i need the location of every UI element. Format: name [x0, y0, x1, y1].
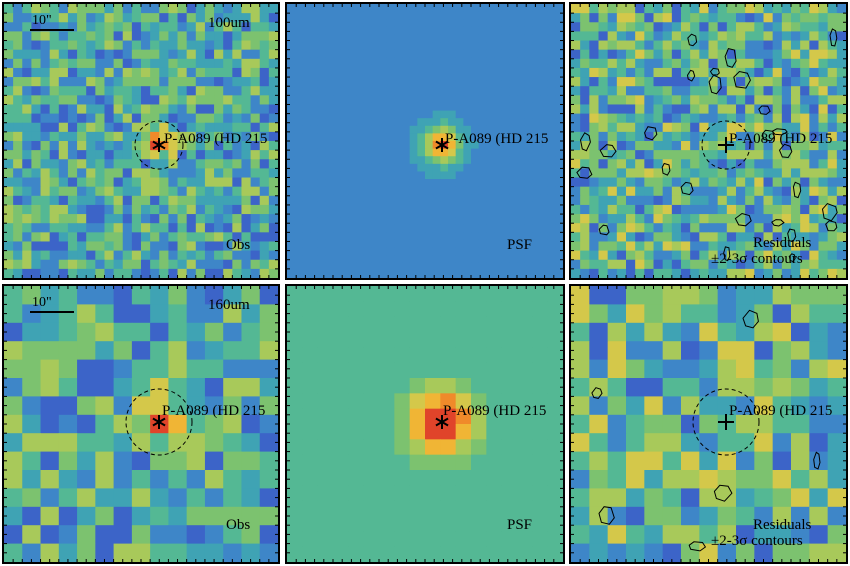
overlay [571, 286, 846, 562]
psf-label: PSF [507, 237, 533, 253]
residual-contour [687, 33, 698, 47]
residual-contour [644, 126, 658, 141]
scale-bar-label: 10" [32, 295, 52, 310]
residual-contour [599, 144, 617, 158]
residual-contour [576, 166, 593, 179]
residual-contour [661, 162, 671, 176]
residual-contour [788, 253, 796, 263]
residual-contour [813, 451, 821, 470]
contours-label: ±2-3σ contours [711, 251, 803, 267]
contours-label: ±2-3σ contours [711, 533, 803, 549]
source-label: P-A089 (HD 215 [162, 403, 266, 419]
residual-contour [733, 70, 751, 89]
psf-label: PSF [507, 517, 533, 533]
source-label: P-A089 (HD 215 [445, 131, 549, 147]
source-marker [152, 140, 166, 150]
wavelength-label: 160um [208, 297, 250, 313]
residuals-label: Residuals [753, 517, 812, 533]
overlay [287, 286, 563, 562]
residual-contour [598, 224, 610, 236]
scale-bar-label: 10" [32, 13, 52, 28]
panel-residuals-100um: P-A089 (HD 215 Residuals ±2-3σ contours [569, 2, 848, 280]
residual-contour [723, 246, 731, 262]
obs-label: Obs [226, 517, 251, 533]
residual-contour [829, 28, 838, 47]
residual-map [571, 4, 846, 278]
residual-contour [708, 74, 722, 95]
source-label: P-A089 (HD 215 [164, 131, 268, 147]
residual-contour [713, 484, 733, 502]
residual-contour [821, 203, 838, 222]
panel-obs-100um: 10" 100um P-A089 (HD 215 Obs [2, 2, 280, 280]
psf-map [287, 4, 563, 278]
aperture-circle [701, 120, 751, 170]
pixel-map [4, 4, 278, 278]
pixel-map [4, 286, 278, 562]
panel-residuals-160um: P-A089 (HD 215 Residuals ±2-3σ contours [569, 284, 848, 564]
aperture-circle [134, 120, 184, 170]
residual-contour [686, 69, 696, 82]
residual-contour [688, 541, 707, 552]
residual-contour [792, 181, 802, 199]
residual-contour [771, 219, 785, 227]
overlay [287, 4, 563, 278]
residuals-label: Residuals [753, 235, 812, 251]
source-label: P-A089 (HD 215 [443, 403, 547, 419]
source-marker [435, 140, 449, 150]
residual-contour [787, 228, 797, 243]
residual-contour [680, 181, 694, 196]
residual-contour [579, 132, 591, 152]
source-label: P-A089 (HD 215 [729, 403, 833, 419]
panel-obs-160um: 10" 160um P-A089 (HD 215 Obs [2, 284, 280, 564]
aperture-circle [125, 388, 193, 456]
residual-contour [771, 128, 788, 136]
obs-label: Obs [226, 237, 251, 253]
source-marker [435, 417, 449, 427]
residual-contour [591, 387, 603, 399]
psf-map [287, 286, 563, 562]
residual-contour [778, 143, 793, 159]
residual-contour [758, 105, 771, 115]
residual-contour [734, 212, 752, 227]
overlay [571, 4, 846, 278]
overlay [4, 4, 278, 278]
residual-contour [825, 220, 838, 232]
residual-contour [742, 309, 759, 329]
aperture-circle [692, 388, 760, 456]
residual-contour [724, 48, 737, 68]
residual-contour [598, 506, 615, 525]
panel-psf-160um: P-A089 (HD 215 PSF [285, 284, 565, 564]
source-label: P-A089 (HD 215 [729, 131, 833, 147]
panel-psf-100um: P-A089 (HD 215 PSF [285, 2, 565, 280]
wavelength-label: 100um [208, 15, 250, 31]
residual-contour [709, 67, 720, 76]
overlay [4, 286, 278, 562]
residual-map [571, 286, 846, 562]
source-marker [152, 417, 166, 427]
